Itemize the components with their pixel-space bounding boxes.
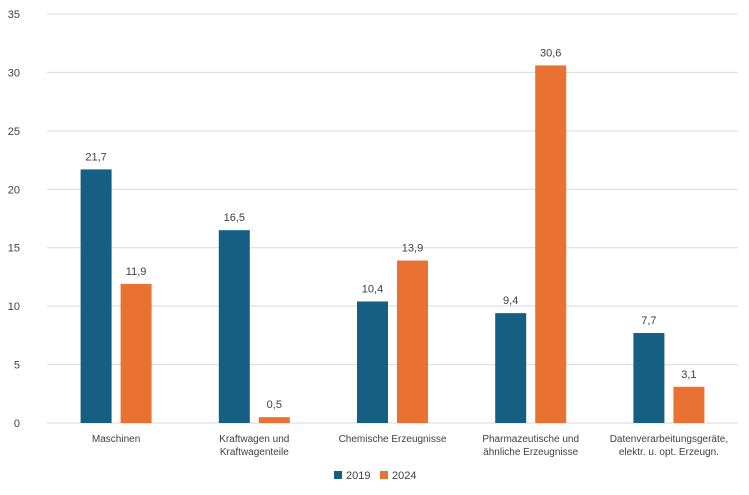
data-label: 3,1 — [681, 369, 696, 381]
category-label: Kraftwagenteile — [220, 447, 289, 458]
legend-label: 2019 — [346, 470, 370, 482]
y-tick-label: 20 — [8, 184, 20, 196]
y-axis-ticks: 0 5 10 15 20 25 30 35 — [8, 9, 20, 430]
category-labels: Maschinen Kraftwagen und Kraftwagenteile Ch… — [92, 434, 728, 458]
category-label: Kraftwagen und — [219, 434, 289, 445]
bar-2019 — [495, 313, 527, 423]
bar-2024 — [673, 386, 705, 423]
gridlines — [47, 13, 738, 424]
y-tick-label: 10 — [8, 301, 20, 313]
data-label: 7,7 — [641, 315, 656, 327]
bar-2019 — [633, 333, 665, 423]
bar-2019 — [218, 230, 250, 423]
data-label: 16,5 — [224, 212, 245, 224]
y-tick-label: 15 — [8, 243, 20, 255]
y-tick-label: 5 — [14, 360, 20, 372]
data-label: 11,9 — [126, 266, 147, 278]
bar-2019 — [357, 301, 388, 423]
bars — [80, 65, 705, 423]
data-label: 21,7 — [85, 151, 106, 163]
y-tick-label: 30 — [8, 67, 20, 79]
data-label: 0,5 — [267, 399, 282, 411]
category-label: Datenverarbeitungsgeräte, — [610, 434, 728, 445]
data-label: 13,9 — [402, 243, 423, 255]
legend-label: 2024 — [392, 470, 416, 482]
data-label: 9,4 — [503, 295, 518, 307]
bar-2024 — [397, 260, 428, 423]
data-label: 10,4 — [362, 283, 383, 295]
data-labels: 21,7 11,9 16,5 0,5 10,4 13,9 9,4 30,6 7,7 3,1 — [85, 47, 696, 411]
bar-2019 — [80, 169, 112, 423]
legend: 2019 2024 — [334, 470, 416, 482]
category-label: Chemische Erzeugnisse — [339, 434, 447, 445]
bar-2024 — [535, 65, 567, 423]
bar-2024 — [258, 417, 290, 423]
data-label: 30,6 — [540, 47, 561, 59]
category-label: elektr. u. opt. Erzeugn. — [619, 447, 719, 458]
category-label: ähnliche Erzeugnisse — [483, 447, 578, 458]
y-tick-label: 25 — [8, 126, 20, 138]
legend-swatch — [380, 471, 388, 479]
category-label: Maschinen — [92, 434, 140, 445]
y-tick-label: 0 — [14, 418, 20, 430]
category-label: Pharmazeutische und — [482, 434, 579, 445]
y-tick-label: 35 — [8, 9, 20, 21]
legend-swatch — [334, 471, 342, 479]
bar-2024 — [120, 283, 152, 423]
